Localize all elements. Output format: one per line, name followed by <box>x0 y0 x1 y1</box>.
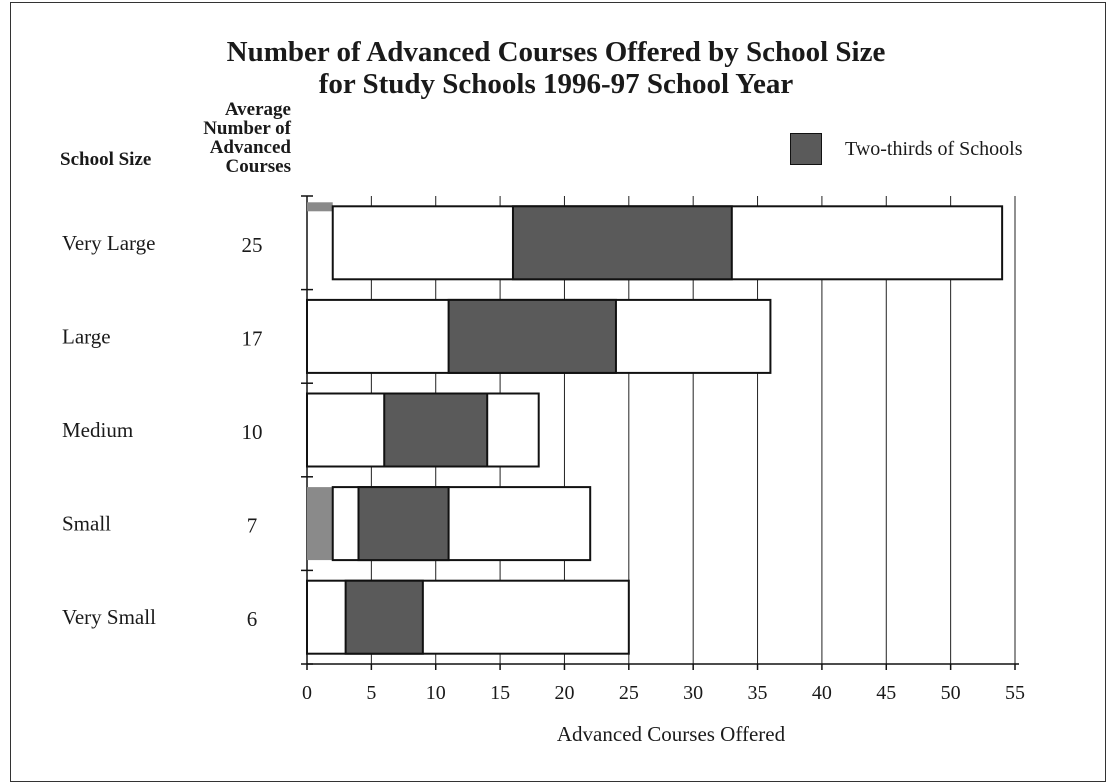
category-label-2: Medium <box>62 418 133 442</box>
two-thirds-bar-1 <box>447 298 617 374</box>
average-value-2: 10 <box>242 420 263 444</box>
two-thirds-bar-2 <box>383 392 489 468</box>
category-label-1: Large <box>62 324 111 348</box>
x-tick-label-15: 15 <box>490 682 510 704</box>
two-thirds-bar-0 <box>511 205 733 281</box>
chart-title-line-2: for Study Schools 1996-97 School Year <box>318 68 794 100</box>
x-tick-label-40: 40 <box>812 682 832 704</box>
category-label-4: Very Small <box>62 605 156 629</box>
two-thirds-bar-3 <box>357 486 450 562</box>
x-tick-label-30: 30 <box>683 682 703 704</box>
x-tick-label-20: 20 <box>554 682 574 704</box>
secondary-segment-0 <box>307 202 333 212</box>
average-value-0: 25 <box>242 233 263 257</box>
x-tick-label-50: 50 <box>941 682 961 704</box>
x-tick-label-55: 55 <box>1005 682 1025 704</box>
legend-label: Two-thirds of Schools <box>845 138 1023 160</box>
two-thirds-bar-4 <box>344 579 424 655</box>
average-courses-header: Average Number of Advanced Courses <box>203 99 291 177</box>
bar-chart: 0 5 10 15 20 25 30 35 40 45 50 55 Advanced Courses O… <box>62 195 1025 746</box>
secondary-segment-3 <box>307 487 333 561</box>
school-size-header: School Size <box>60 149 152 170</box>
category-label-0: Very Large <box>62 231 156 255</box>
x-tick-label-10: 10 <box>426 682 446 704</box>
x-tick-label-0: 0 <box>302 682 312 704</box>
average-value-4: 6 <box>247 607 258 631</box>
chart-title-line-1: Number of Advanced Courses Offered by Sc… <box>226 36 886 68</box>
x-tick-label-35: 35 <box>748 682 768 704</box>
x-tick-label-45: 45 <box>876 682 896 704</box>
average-value-3: 7 <box>247 514 258 538</box>
legend-swatch <box>790 133 822 165</box>
average-value-1: 17 <box>242 326 263 350</box>
x-tick-label-5: 5 <box>366 682 376 704</box>
category-label-3: Small <box>62 512 111 536</box>
x-axis-title: Advanced Courses Offered <box>557 722 786 746</box>
x-tick-label-25: 25 <box>619 682 639 704</box>
